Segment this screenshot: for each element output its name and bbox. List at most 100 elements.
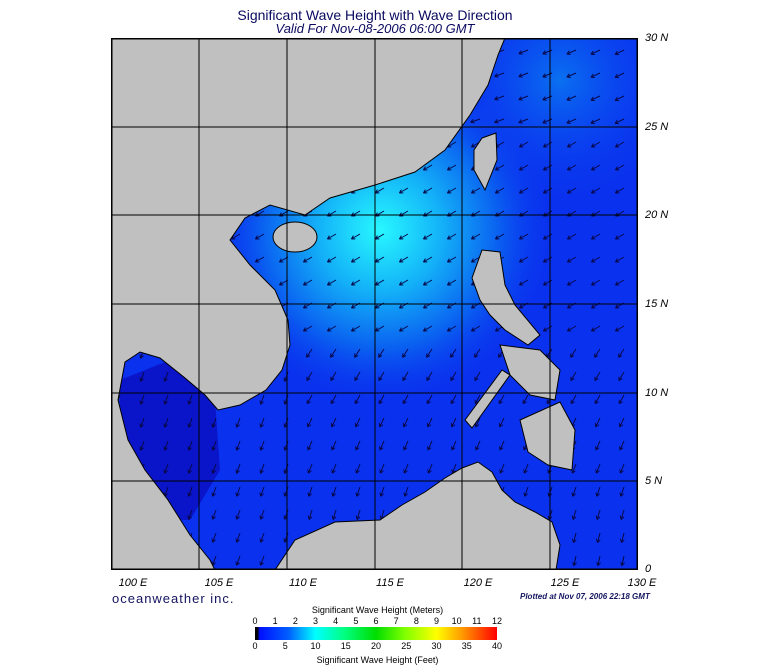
wave-arrow — [187, 417, 193, 428]
wave-arrow — [494, 95, 505, 101]
wave-arrow — [499, 463, 505, 474]
borneo-island — [274, 461, 561, 570]
wave-arrow — [398, 325, 409, 332]
wave-arrow — [354, 417, 361, 428]
wave-arrow — [518, 49, 529, 55]
wave-arrow — [254, 256, 265, 263]
lat-label: 30 N — [645, 32, 669, 44]
wave-arrow — [354, 348, 361, 358]
wave-arrow — [330, 348, 337, 358]
wave-arrow — [590, 256, 601, 263]
wave-arrow — [619, 463, 625, 474]
wave-arrow — [139, 440, 145, 451]
wave-arrow — [398, 233, 409, 240]
wave-arrow — [474, 371, 481, 382]
wave-arrow — [307, 440, 313, 451]
colorbar-tick: 35 — [461, 641, 472, 651]
colorbar-title-feet: Significant Wave Height (Feet) — [316, 655, 439, 665]
wave-arrow — [594, 348, 601, 358]
wave-arrow — [374, 279, 385, 286]
wave-arrow — [427, 463, 433, 474]
map-frame — [111, 38, 638, 570]
colorbar-tick: 5 — [282, 641, 288, 651]
wave-arrow — [403, 486, 409, 497]
wave-arrow — [451, 440, 457, 451]
wave-arrow — [211, 440, 217, 451]
wave-arrow — [518, 72, 529, 78]
taiwan-island — [473, 132, 498, 192]
wave-arrow — [187, 486, 193, 497]
colorbar-tick: 6 — [373, 616, 379, 626]
wave-arrow — [374, 233, 385, 240]
wave-arrow — [450, 417, 457, 428]
wave-arrow — [619, 440, 625, 451]
wave-arrow — [326, 279, 337, 286]
wave-arrow — [211, 509, 217, 520]
wave-arrow — [498, 394, 505, 405]
colorbar-tick: 7 — [393, 616, 399, 626]
wave-arrow — [330, 394, 337, 405]
wave-arrow — [426, 348, 433, 358]
wave-arrow — [595, 463, 601, 474]
wave-arrow — [398, 279, 409, 286]
wave-arrow — [326, 325, 337, 332]
wave-arrow — [614, 95, 625, 102]
wave-arrow — [403, 463, 409, 474]
wave-arrow — [306, 417, 313, 428]
wave-arrow — [518, 164, 529, 171]
wave-arrow — [571, 509, 577, 520]
wave-arrow — [259, 486, 265, 497]
wave-arrow — [494, 233, 505, 240]
wave-arrow — [306, 394, 313, 405]
wave-arrow — [470, 187, 481, 194]
wave-arrow — [302, 279, 313, 286]
lon-label: 125 E — [550, 577, 580, 589]
colorbar-tick: 0 — [252, 641, 258, 651]
wave-arrow — [570, 371, 577, 382]
wave-arrow — [494, 118, 505, 124]
wave-arrow — [235, 440, 241, 451]
wave-arrow — [590, 187, 601, 194]
wave-arrow — [590, 325, 601, 332]
wave-arrow — [590, 164, 601, 171]
wave-arrow — [470, 233, 481, 240]
wave-arrow — [379, 440, 385, 451]
wave-arrow — [355, 463, 361, 474]
wave-arrow — [614, 325, 625, 332]
wave-arrow — [139, 371, 145, 382]
wave-arrow — [542, 256, 553, 263]
wave-arrow — [259, 555, 265, 566]
wave-arrow — [427, 440, 433, 451]
wave-arrow — [566, 233, 577, 240]
wave-arrow — [590, 72, 601, 78]
wave-arrow — [307, 509, 313, 520]
wave-arrow — [259, 394, 265, 405]
mindanao-island — [519, 401, 576, 471]
colorbar-tick: 20 — [370, 641, 381, 651]
colorbar — [255, 627, 497, 640]
wave-arrow — [374, 325, 385, 332]
wave-arrow — [618, 371, 625, 382]
wave-arrow — [614, 49, 625, 56]
wave-arrow — [590, 233, 601, 240]
wave-arrow — [235, 417, 241, 428]
wave-arrow — [518, 141, 529, 148]
wave-arrow — [259, 440, 265, 451]
wave-arrow — [331, 463, 337, 474]
wave-arrow — [235, 463, 241, 474]
wave-arrow — [518, 187, 529, 194]
lat-label: 5 N — [645, 475, 663, 487]
colorbar-tick: 30 — [431, 641, 442, 651]
wave-arrow — [446, 233, 457, 240]
wave-arrow — [307, 486, 313, 497]
wave-arrow — [523, 486, 529, 497]
wave-arrow — [422, 233, 433, 240]
wave-arrow — [570, 394, 577, 405]
wave-arrow — [566, 141, 577, 148]
wave-arrow — [566, 95, 577, 101]
lon-label: 115 E — [376, 577, 404, 589]
wave-arrow — [402, 348, 409, 358]
wave-arrow — [331, 509, 337, 520]
wave-arrow — [163, 394, 169, 405]
wave-arrow — [614, 233, 625, 240]
